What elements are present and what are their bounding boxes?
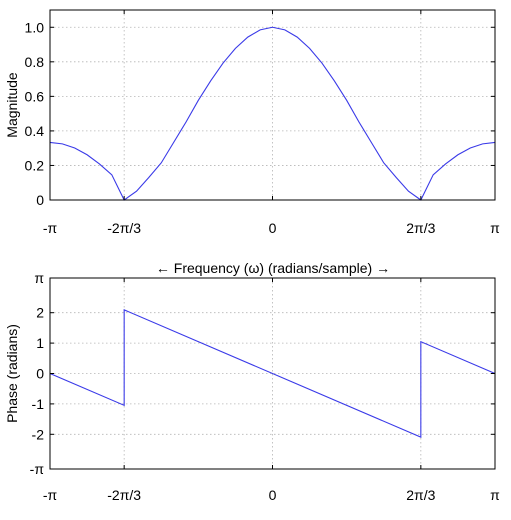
y-tick-label: π bbox=[34, 270, 44, 286]
series-line bbox=[49, 309, 496, 438]
x-tick-label: 0 bbox=[269, 487, 277, 503]
y-tick-label: 0.2 bbox=[25, 157, 45, 173]
x-tick-label: -2π/3 bbox=[107, 220, 141, 236]
y-axis-label: Phase (radians) bbox=[4, 324, 20, 423]
y-tick-label: 1.0 bbox=[25, 19, 45, 35]
x-tick-label: 2π/3 bbox=[406, 487, 435, 503]
y-tick-label: 0.6 bbox=[25, 88, 45, 104]
x-tick-label: -π bbox=[43, 487, 58, 503]
y-tick-label: 0.8 bbox=[25, 54, 45, 70]
frequency-axis-label: ← Frequency (ω) (radians/sample) → bbox=[156, 260, 390, 276]
x-tick-label: -π bbox=[43, 220, 58, 236]
x-tick-label: 0 bbox=[269, 220, 277, 236]
y-tick-label: 0 bbox=[36, 192, 44, 208]
x-tick-label: π bbox=[490, 220, 500, 236]
y-tick-label: -1 bbox=[32, 396, 45, 412]
y-tick-label: -π bbox=[30, 461, 45, 477]
y-tick-label: 2 bbox=[36, 305, 44, 321]
phase-plot: -π -2π/3 0 2π/3 π -π -2 -1 0 1 2 π Phase (radians) bbox=[4, 270, 500, 503]
y-tick-label: 0.4 bbox=[25, 123, 45, 139]
y-axis-label: Magnitude bbox=[4, 72, 20, 138]
y-tick-label: 0 bbox=[36, 366, 44, 382]
magnitude-plot: -π -2π/3 0 2π/3 π 0 0.2 0.4 0.6 0.8 1.0 Magnitude bbox=[4, 9, 500, 236]
y-tick-label: -2 bbox=[32, 426, 45, 442]
x-tick-label: 2π/3 bbox=[406, 220, 435, 236]
x-tick-label: -2π/3 bbox=[107, 487, 141, 503]
y-tick-label: 1 bbox=[36, 335, 44, 351]
x-tick-label: π bbox=[490, 487, 500, 503]
